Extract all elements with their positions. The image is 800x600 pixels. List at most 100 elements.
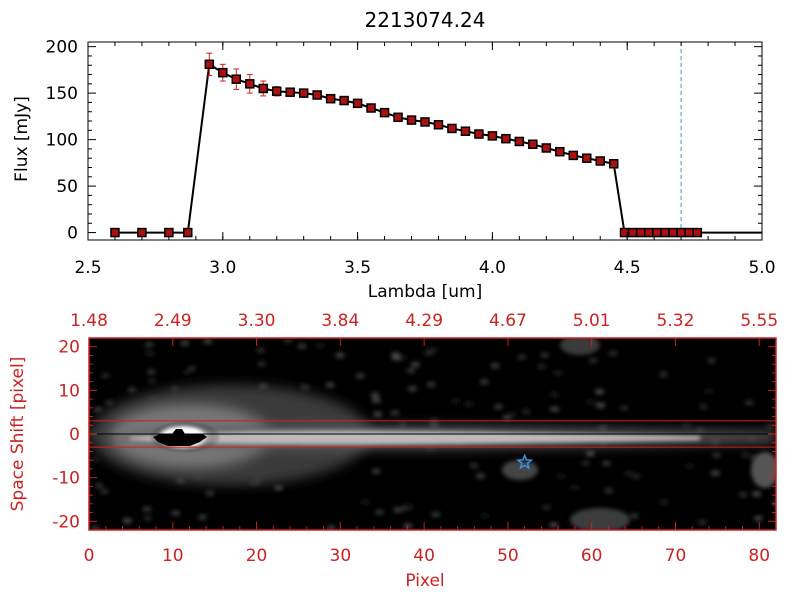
noise-pixel <box>123 518 132 524</box>
noise-pixel <box>554 370 562 376</box>
pixel-tick-label: 20 <box>246 546 268 566</box>
noise-pixel <box>712 453 721 458</box>
noise-pixel <box>327 525 336 530</box>
x-tick-label: 4.5 <box>614 258 641 278</box>
data-point <box>676 227 686 238</box>
noise-pixel <box>752 491 761 497</box>
noise-pixel <box>570 485 579 490</box>
data-point <box>652 227 662 238</box>
noise-pixel <box>398 422 407 428</box>
noise-pixel <box>187 366 196 372</box>
noise-pixel <box>550 406 559 412</box>
data-point <box>433 119 444 130</box>
x-tick-label: 5.0 <box>748 258 775 278</box>
noise-pixel <box>101 373 110 379</box>
noise-pixel <box>371 392 380 398</box>
space-shift-axis-label: Space Shift [pixel] <box>8 357 28 512</box>
noise-pixel <box>596 402 605 408</box>
x-axis-label: Lambda [um] <box>368 282 482 302</box>
pixel-tick-label: 30 <box>330 546 352 566</box>
noise-pixel <box>301 384 310 390</box>
noise-pixel <box>326 382 334 388</box>
noise-pixel <box>182 369 191 375</box>
noise-pixel <box>274 485 283 491</box>
noise-pixel <box>198 514 207 520</box>
wavelength-tick-label: 4.67 <box>489 311 527 331</box>
data-point <box>568 150 579 161</box>
data-point <box>110 227 120 238</box>
shift-tick-label: -10 <box>52 469 80 489</box>
spatial-image-panel: 0 10 20 30 40 50 60 70 80 1.48 2.49 3.30 3.84 4.29 4.6… <box>8 311 778 591</box>
noise-pixel <box>145 342 154 347</box>
data-point <box>298 88 309 98</box>
data-point <box>393 112 403 123</box>
noise-pixel <box>391 352 400 358</box>
noise-pixel <box>581 460 590 466</box>
noise-pixel <box>147 369 156 375</box>
noise-pixel <box>398 355 407 361</box>
y-tick-label: 200 <box>46 38 78 58</box>
noise-pixel <box>494 404 503 410</box>
noise-pixel <box>431 512 440 517</box>
noise-pixel <box>411 362 420 367</box>
data-point <box>366 103 376 113</box>
data-point <box>684 227 694 238</box>
data-point <box>137 227 147 238</box>
plot-frame <box>87 41 763 241</box>
noise-pixel <box>91 525 100 530</box>
data-point <box>627 227 638 238</box>
noise-pixel <box>128 387 136 393</box>
pixel-axis-label: Pixel <box>405 571 444 591</box>
data-point <box>285 87 295 97</box>
shift-tick-label: 0 <box>69 425 80 445</box>
noise-pixel <box>602 460 611 466</box>
pixel-tick-label: 50 <box>497 546 519 566</box>
wavelength-tick-label: 5.32 <box>657 311 695 331</box>
data-point <box>595 156 605 166</box>
noise-pixel <box>699 404 708 410</box>
noise-pixel <box>464 401 473 407</box>
noise-pixel <box>609 350 618 356</box>
noise-pixel <box>297 343 306 349</box>
noise-pixel <box>659 499 668 505</box>
noise-pixel <box>619 405 628 411</box>
noise-pixel <box>557 473 566 479</box>
noise-pixel <box>549 522 558 528</box>
x-tick-label: 2.5 <box>74 258 101 278</box>
pixel-tick-label: 60 <box>581 546 603 566</box>
noise-pixel <box>707 358 716 364</box>
noise-pixel <box>405 504 414 510</box>
noise-pixel <box>542 505 551 510</box>
noise-pixel <box>586 451 595 456</box>
wavelength-tick-label: 4.29 <box>405 311 443 331</box>
data-point <box>379 107 390 118</box>
noise-pixel <box>93 407 102 413</box>
noise-pixel <box>550 391 559 397</box>
data-point <box>325 93 336 104</box>
data-point <box>528 139 538 150</box>
noise-pixel <box>659 372 668 378</box>
noise-pixel <box>394 507 402 513</box>
data-point <box>692 227 703 238</box>
series-line <box>115 62 762 234</box>
data-point <box>447 123 457 134</box>
noise-pixel <box>145 351 154 357</box>
data-point <box>555 146 565 157</box>
data-point <box>204 59 215 70</box>
noise-pixel <box>491 363 500 369</box>
noise-pixel <box>754 516 763 521</box>
spectrum-marks <box>110 42 762 240</box>
shift-tick-label: 20 <box>58 338 80 358</box>
data-point <box>164 227 174 238</box>
noise-pixel <box>470 463 479 469</box>
noise-pixel <box>143 506 151 512</box>
noise-pixel <box>711 470 720 476</box>
data-point <box>183 227 193 238</box>
noise-pixel <box>766 423 775 429</box>
noise-pixel <box>451 398 460 404</box>
noise-pixel <box>335 352 344 358</box>
noise-pixel <box>522 409 531 415</box>
noise-pixel <box>356 373 365 379</box>
data-point <box>487 131 498 141</box>
